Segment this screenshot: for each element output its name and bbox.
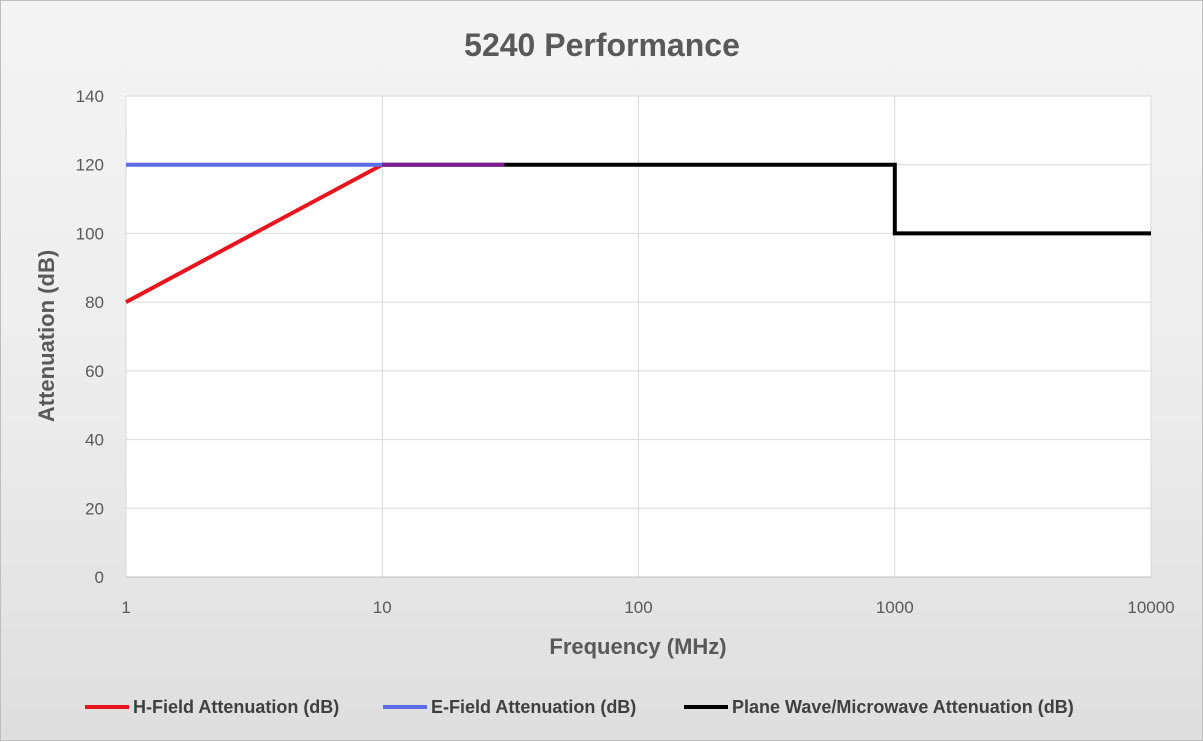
x-tick-label: 100 bbox=[624, 598, 652, 617]
y-tick-label: 120 bbox=[76, 156, 104, 175]
y-axis-title: Attenuation (dB) bbox=[34, 250, 59, 422]
x-tick-label: 10000 bbox=[1127, 598, 1174, 617]
y-tick-label: 40 bbox=[85, 431, 104, 450]
plane-wave-series-line bbox=[504, 162, 1151, 236]
chart-title: 5240 Performance bbox=[464, 27, 740, 63]
y-tick-label: 140 bbox=[76, 87, 104, 106]
y-tick-label: 100 bbox=[76, 224, 104, 243]
y-tick-label: 60 bbox=[85, 362, 104, 381]
x-tick-label: 1000 bbox=[876, 598, 914, 617]
tick-labels: 0 20 40 60 80 100 120 140 1 10 100 1000 10000 bbox=[76, 87, 1175, 617]
h-field-legend-label: H-Field Attenuation (dB) bbox=[133, 697, 339, 717]
e-field-legend-label: E-Field Attenuation (dB) bbox=[431, 697, 636, 717]
y-tick-label: 20 bbox=[85, 499, 104, 518]
x-tick-label: 1 bbox=[121, 598, 130, 617]
y-tick-label: 0 bbox=[95, 568, 104, 587]
x-tick-label: 10 bbox=[373, 598, 392, 617]
series-lines bbox=[125, 162, 1151, 304]
gridlines bbox=[125, 95, 1152, 578]
y-tick-label: 80 bbox=[85, 293, 104, 312]
x-axis-title: Frequency (MHz) bbox=[549, 634, 726, 659]
legend: H-Field Attenuation (dB) E-Field Attenuat… bbox=[85, 697, 1074, 717]
plane-wave-legend-label: Plane Wave/Microwave Attenuation (dB) bbox=[732, 697, 1074, 717]
